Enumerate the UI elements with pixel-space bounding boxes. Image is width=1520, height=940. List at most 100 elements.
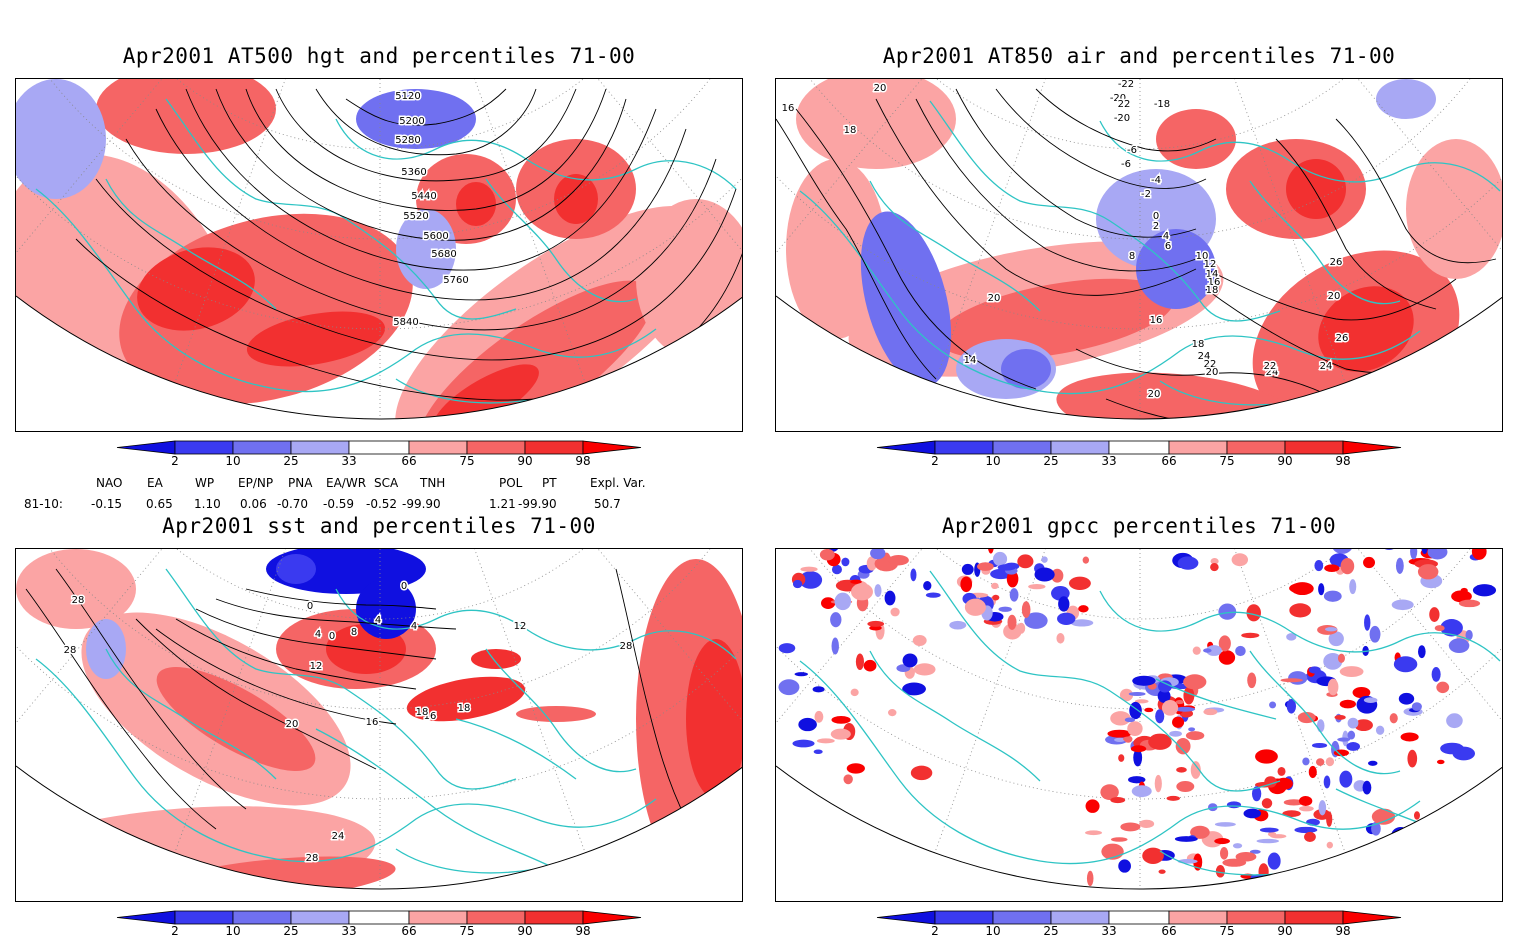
contour-label: 22 xyxy=(1264,361,1277,372)
colorbar-arrow-high xyxy=(582,440,642,455)
contour-line xyxy=(215,88,627,241)
precip-anomaly-patch xyxy=(1323,590,1342,602)
colorbar-tick-label: 2 xyxy=(171,924,179,938)
index-value-nao: -0.15 xyxy=(91,497,123,511)
contour-label: 5600 xyxy=(423,231,448,242)
precip-anomaly-patch xyxy=(863,659,877,672)
colorbar-tick-label: 10 xyxy=(985,924,1001,938)
colorbar-arrow-low xyxy=(116,440,176,455)
contour-label: 20 xyxy=(1328,291,1341,302)
precip-anomaly-patch xyxy=(1318,583,1325,596)
contour-label: 14 xyxy=(1206,269,1219,280)
contour-line xyxy=(195,608,437,660)
precip-anomaly-patch xyxy=(1232,843,1243,849)
contour-label: 5200 xyxy=(399,116,424,127)
precip-anomaly-patch xyxy=(1323,652,1343,670)
precip-anomaly-patch xyxy=(1389,713,1398,724)
anomaly-region xyxy=(516,706,596,722)
contour-line xyxy=(955,88,1197,238)
precip-anomaly-patch xyxy=(1068,576,1091,590)
contour-label: 2 xyxy=(1153,221,1159,232)
precip-anomaly-patch xyxy=(1409,828,1433,846)
anomaly-region xyxy=(16,549,136,629)
index-header-nao: NAO xyxy=(96,476,123,490)
index-header-eawr: EA/WR xyxy=(326,476,367,490)
coastline xyxy=(315,728,557,870)
precip-anomaly-patch xyxy=(1127,721,1143,737)
precip-anomaly-patch xyxy=(778,679,800,696)
colorbar-tick-label: 66 xyxy=(401,454,417,468)
colorbar-arrow-high xyxy=(1342,910,1402,925)
contour-label: 26 xyxy=(1336,333,1349,344)
contour-label: 16 xyxy=(782,103,795,114)
index-value-eawr: -0.59 xyxy=(323,497,355,511)
contour-label: 24 xyxy=(1198,351,1211,362)
index-header-pt: PT xyxy=(542,476,557,490)
contour-label: 28 xyxy=(72,595,85,606)
precip-anomaly-patch xyxy=(1172,716,1185,728)
colorbar-graphic xyxy=(116,910,642,925)
colorbar-segment xyxy=(290,910,350,925)
precip-anomaly-patch xyxy=(1139,819,1155,829)
colorbar-arrow-high xyxy=(1342,440,1402,455)
map-boundary xyxy=(16,765,742,890)
contour-label: 5680 xyxy=(431,249,456,260)
precip-anomaly-patch xyxy=(1446,713,1463,729)
precip-anomaly-patch xyxy=(1308,666,1321,674)
contour-label: 5360 xyxy=(401,167,426,178)
precip-anomaly-patch xyxy=(1395,851,1417,868)
precip-anomaly-patch xyxy=(1041,556,1048,563)
precip-anomaly-patch xyxy=(1434,625,1445,632)
contour-label: 4 xyxy=(411,621,417,632)
precip-anomaly-patch xyxy=(1472,584,1497,597)
map-boundary xyxy=(16,295,742,420)
precip-anomaly-patch xyxy=(1166,795,1180,801)
colorbar-tick-label: 66 xyxy=(401,924,417,938)
colorbar-tick-label: 2 xyxy=(931,924,939,938)
precip-anomaly-patch xyxy=(1058,596,1070,612)
coastline xyxy=(1099,590,1501,662)
contour-line xyxy=(776,118,937,380)
precip-anomaly-patch xyxy=(1471,549,1487,560)
precip-anomaly-patch xyxy=(1349,579,1357,595)
meridian-gridline xyxy=(1139,79,1346,383)
anomaly-region xyxy=(554,174,598,224)
precip-anomaly-patch xyxy=(1051,568,1064,583)
index-header-pol: POL xyxy=(499,476,523,490)
precip-anomaly-patch xyxy=(1283,799,1305,806)
map-panel-hgt500: 5120 5200 5280 5360 5440 5520 5600 5680 5760 5840 xyxy=(15,78,743,432)
colorbar-tick-label: 98 xyxy=(1335,454,1351,468)
colorbar-tick-label: 2 xyxy=(931,454,939,468)
precip-anomaly-patch xyxy=(1255,749,1278,764)
precip-anomaly-patch xyxy=(1371,808,1396,825)
precip-anomaly-patch xyxy=(1325,627,1338,632)
precip-anomaly-patch xyxy=(1017,554,1034,569)
index-value-ea: 0.65 xyxy=(146,497,173,511)
precip-anomaly-patch xyxy=(1243,808,1262,819)
precip-anomaly-patch xyxy=(1289,603,1312,618)
precip-anomaly-patch xyxy=(1078,605,1089,613)
colorbar-tick-label: 98 xyxy=(575,454,591,468)
precip-anomaly-patch xyxy=(997,564,1016,571)
precip-anomaly-patch xyxy=(964,598,986,616)
meridian-gridline xyxy=(379,549,742,749)
colorbar-segment xyxy=(934,440,994,455)
precip-anomaly-patch xyxy=(1421,549,1428,554)
contour-line xyxy=(155,628,397,725)
colorbar-segment xyxy=(524,910,584,925)
precip-anomaly-patch xyxy=(960,576,973,593)
contour-line xyxy=(155,108,687,301)
precip-anomaly-patch xyxy=(1389,866,1411,882)
precip-anomaly-patch xyxy=(812,686,825,693)
map-hgt500: 5120 5200 5280 5360 5440 5520 5600 5680 5760 5840 xyxy=(16,79,742,420)
precip-anomaly-patch xyxy=(1431,666,1441,682)
colorbar-tick-label: 10 xyxy=(985,454,1001,468)
anomaly-region xyxy=(156,667,316,771)
precip-anomaly-patch xyxy=(1282,810,1301,818)
colorbar-segment xyxy=(1168,910,1228,925)
precip-anomaly-patch xyxy=(816,738,835,744)
colorbar-gpcc: 2 10 25 33 66 75 90 98 xyxy=(875,910,1403,938)
contour-label: 18 xyxy=(1192,339,1205,350)
contour-line xyxy=(1205,268,1457,321)
precip-anomaly-patch xyxy=(850,579,862,584)
